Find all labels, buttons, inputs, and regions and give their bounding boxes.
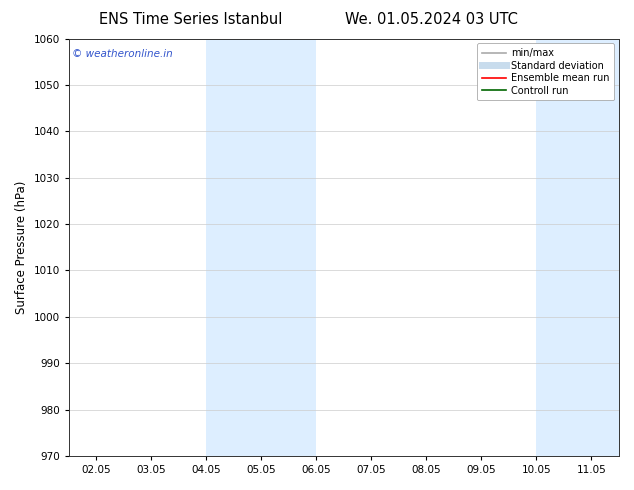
Bar — [207, 39, 316, 456]
Text: ENS Time Series Istanbul: ENS Time Series Istanbul — [98, 12, 282, 27]
Text: © weatheronline.in: © weatheronline.in — [72, 49, 172, 59]
Legend: min/max, Standard deviation, Ensemble mean run, Controll run: min/max, Standard deviation, Ensemble me… — [477, 44, 614, 100]
Y-axis label: Surface Pressure (hPa): Surface Pressure (hPa) — [15, 181, 28, 314]
Text: We. 01.05.2024 03 UTC: We. 01.05.2024 03 UTC — [345, 12, 517, 27]
Bar — [536, 39, 619, 456]
